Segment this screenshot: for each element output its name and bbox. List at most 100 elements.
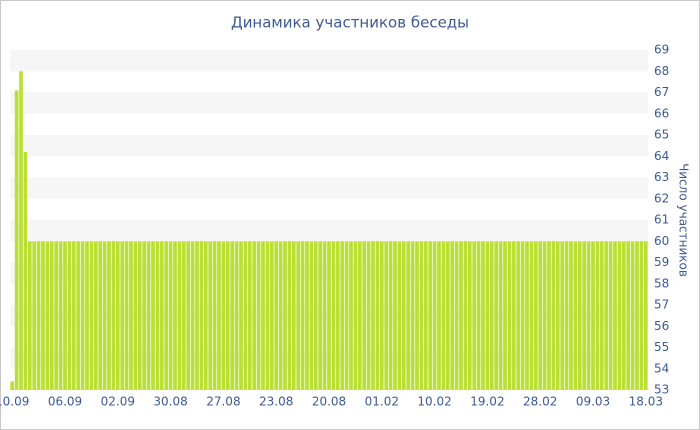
x-tick-label: 30.08 [153, 395, 187, 409]
bar [428, 241, 433, 390]
x-tick-label: 27.08 [206, 395, 240, 409]
bar [287, 241, 292, 390]
bar [137, 241, 142, 390]
grid-band [10, 177, 648, 199]
bar [520, 241, 525, 390]
bar [247, 241, 252, 390]
bar [155, 241, 160, 390]
bar [309, 241, 314, 390]
bar [599, 241, 604, 390]
bar [481, 241, 485, 390]
bar [269, 241, 274, 390]
grid-band [10, 220, 648, 242]
bar [124, 241, 129, 390]
bar [208, 241, 213, 390]
bar [256, 241, 261, 390]
bar [32, 241, 37, 390]
bar [71, 241, 76, 390]
bar [643, 241, 648, 390]
bar [613, 241, 617, 390]
bar [115, 241, 120, 390]
y-tick-label: 58 [654, 276, 669, 290]
bar [173, 241, 177, 390]
bar [151, 241, 155, 390]
bar [107, 241, 111, 390]
bar [432, 241, 437, 390]
bar [533, 241, 538, 390]
bar [318, 241, 323, 390]
bar [586, 241, 591, 390]
bar [164, 241, 169, 390]
bar [225, 241, 230, 390]
x-tick-label: 01.02 [365, 395, 399, 409]
y-axis-label: Число участников [677, 163, 691, 277]
y-tick-label: 61 [654, 213, 669, 227]
bar [415, 241, 419, 390]
bar [388, 241, 393, 390]
bar [322, 241, 327, 390]
bar [181, 241, 186, 390]
x-tick-label: 06.09 [48, 395, 82, 409]
bar [630, 241, 635, 390]
bar [10, 381, 15, 390]
bar [14, 90, 19, 390]
bar [199, 241, 204, 390]
y-tick-label: 53 [654, 383, 669, 397]
bar [327, 241, 331, 390]
bar [67, 241, 72, 390]
y-tick-label: 59 [654, 255, 669, 269]
bar [340, 241, 345, 390]
bar [406, 241, 411, 390]
bar [551, 241, 556, 390]
y-tick-label: 57 [654, 298, 669, 312]
y-tick-label: 67 [654, 85, 669, 99]
bar [371, 241, 375, 390]
y-tick-label: 56 [654, 319, 669, 333]
bar [410, 241, 415, 390]
bar [476, 241, 481, 390]
bar [274, 241, 279, 390]
bar [635, 241, 639, 390]
bar [375, 241, 380, 390]
y-tick-label: 66 [654, 106, 669, 120]
bar [217, 241, 221, 390]
bar [362, 241, 367, 390]
bar [129, 241, 133, 390]
bar [120, 241, 125, 390]
bar [573, 241, 578, 390]
bar [485, 241, 490, 390]
bar [313, 241, 318, 390]
y-tick-label: 62 [654, 191, 669, 205]
x-tick-label: 20.08 [312, 395, 346, 409]
bar [569, 241, 573, 390]
bar [234, 241, 239, 390]
bar [525, 241, 529, 390]
bar [450, 241, 455, 390]
bar [591, 241, 595, 390]
bar [472, 241, 477, 390]
bar [577, 241, 582, 390]
chart-title: Динамика участников беседы [231, 14, 469, 32]
bar [54, 241, 59, 390]
bar [142, 241, 147, 390]
bar [401, 241, 406, 390]
bar [195, 241, 199, 390]
bar [58, 241, 63, 390]
bar [463, 241, 468, 390]
y-tick-label: 68 [654, 64, 669, 78]
bar [503, 241, 507, 390]
bar [261, 241, 265, 390]
bar [305, 241, 309, 390]
bar [547, 241, 551, 390]
bar [300, 241, 305, 390]
bar [49, 241, 54, 390]
x-tick-label: 09.03 [576, 395, 610, 409]
bar [80, 241, 85, 390]
bar [595, 241, 600, 390]
bar [291, 241, 296, 390]
bar [243, 241, 248, 390]
bar [621, 241, 626, 390]
y-tick-label: 69 [654, 43, 669, 57]
bar [441, 241, 446, 390]
bar [85, 241, 89, 390]
